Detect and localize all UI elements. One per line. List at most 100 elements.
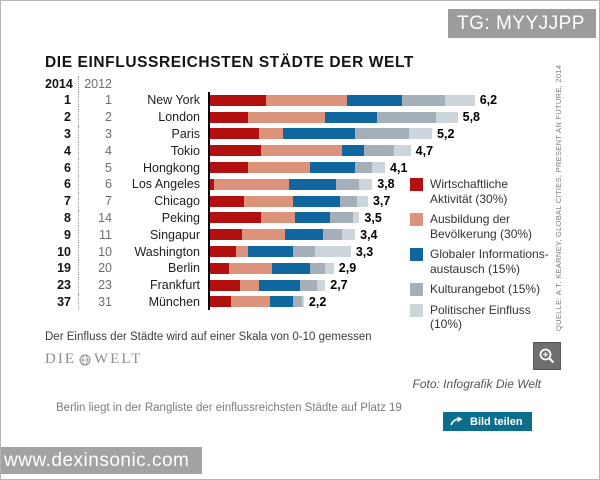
- legend-item: Globaler Informations-austausch (15%): [410, 247, 550, 276]
- bar-segment: [259, 279, 300, 291]
- zoom-image-button[interactable]: [533, 342, 561, 370]
- share-image-button[interactable]: Bild teilen: [443, 412, 532, 431]
- rank-2014: 8: [64, 210, 71, 225]
- city-label: München: [148, 294, 200, 309]
- city-label: Frankfurt: [149, 278, 200, 293]
- rank-2012: 14: [78, 209, 112, 227]
- rank-2012: 11: [78, 226, 112, 244]
- table-row: 10 10 Washington 3,3: [45, 243, 497, 260]
- value-label: 5,8: [462, 110, 481, 125]
- bar-segment: [248, 162, 311, 174]
- bar-segment: [444, 94, 475, 106]
- value-label: 3,4: [360, 227, 378, 242]
- stacked-bar: [210, 212, 360, 224]
- rank-2014: 9: [64, 227, 71, 242]
- magnifier-icon: [539, 348, 555, 364]
- bar-segment: [293, 296, 302, 308]
- bar-track: [208, 209, 360, 227]
- bar-segment: [293, 195, 341, 207]
- stacked-bar: [210, 178, 373, 190]
- bar-segment: [210, 229, 243, 241]
- value-label: 6,2: [479, 93, 498, 108]
- table-row: 23 23 Frankfurt 2,7: [45, 276, 497, 294]
- tg-overlay-label: TG: MYYJJPP: [448, 9, 596, 38]
- rank-2012: 31: [78, 293, 112, 311]
- rank-2012: 10: [78, 243, 112, 260]
- city-label: Chicago: [154, 194, 200, 209]
- bar-segment: [363, 145, 394, 157]
- bar-segment: [346, 94, 403, 106]
- table-row: 6 5 Hongkong 4,1: [45, 159, 497, 176]
- city-label: Paris: [171, 126, 200, 141]
- bar-segment: [210, 279, 240, 291]
- bar-segment: [248, 111, 326, 123]
- bar-segment: [210, 296, 232, 308]
- stacked-bar: [210, 145, 411, 157]
- rank-2012: 20: [78, 259, 112, 277]
- table-row: 37 31 München 2,2: [45, 293, 497, 311]
- bar-segment: [210, 178, 215, 190]
- bar-segment: [335, 178, 360, 190]
- bar-segment: [284, 229, 324, 241]
- bar-segment: [355, 162, 373, 174]
- rank-2014: 4: [64, 143, 71, 158]
- rank-2014: 23: [57, 278, 71, 293]
- bar-segment: [248, 246, 294, 258]
- scale-footnote: Der Einfluss der Städte wird auf einer S…: [45, 331, 372, 343]
- chart-rows: 1 1 New York 6,2 2 2 London 5,8 3 3 Paris 5,2 4 4 Toki…: [45, 92, 498, 311]
- logo-text-die: DIE: [45, 351, 76, 367]
- rank-2014: 19: [57, 261, 71, 276]
- value-label: 3,7: [372, 194, 391, 209]
- value-label: 3,5: [364, 210, 382, 225]
- bar-track: [208, 108, 458, 126]
- rank-2014: 1: [64, 93, 71, 108]
- rank-header-2014: 2014: [45, 77, 73, 91]
- bar-segment: [301, 296, 304, 308]
- rank-column-header: 2014 2012: [45, 76, 112, 92]
- bar-segment: [282, 128, 356, 140]
- stacked-bar: [210, 128, 433, 140]
- legend-label: Ausbildung der Bevölkerung (30%): [430, 212, 533, 241]
- value-label: 5,2: [437, 126, 455, 141]
- rank-2014: 6: [64, 160, 71, 175]
- city-label: Peking: [161, 210, 200, 225]
- bar-segment: [310, 262, 326, 274]
- bar-track: [208, 293, 304, 311]
- legend-swatch: [410, 283, 423, 296]
- stacked-bar: [210, 246, 351, 258]
- bar-track: [208, 226, 356, 244]
- bar-segment: [342, 145, 364, 157]
- table-row: 6 6 Los Angeles 3,8: [45, 175, 497, 193]
- bar-segment: [372, 162, 386, 174]
- city-label: Tokio: [170, 143, 200, 158]
- bar-segment: [239, 279, 260, 291]
- legend-label: Politischer Einfluss (10%): [430, 302, 531, 332]
- bar-segment: [235, 246, 249, 258]
- bar-segment: [261, 145, 343, 157]
- image-caption: Berlin liegt in der Rangliste der einflu…: [56, 402, 402, 414]
- bar-segment: [342, 229, 356, 241]
- bar-segment: [355, 128, 409, 140]
- table-row: 8 14 Peking 3,5: [45, 209, 497, 227]
- bar-segment: [229, 262, 272, 274]
- city-label: London: [158, 110, 200, 125]
- die-welt-logo: DIE WELT: [45, 351, 142, 368]
- stacked-bar: [210, 279, 326, 291]
- legend-item: Ausbildung der Bevölkerung (30%): [410, 212, 550, 241]
- bar-segment: [299, 279, 317, 291]
- chart-legend: Wirtschaftliche Aktivität (30%) Ausbildun…: [410, 177, 550, 338]
- legend-item: Politischer Einfluss (10%): [410, 303, 550, 332]
- legend-item: Kulturangebot (15%): [410, 282, 550, 297]
- legend-label: Wirtschaftliche Aktivität (30%): [430, 177, 509, 206]
- stacked-bar: [210, 94, 475, 106]
- rank-2012: 4: [78, 142, 112, 160]
- bar-segment: [359, 178, 373, 190]
- stacked-bar: [210, 296, 304, 308]
- rank-2012: 23: [78, 276, 112, 294]
- bar-segment: [210, 111, 249, 123]
- bar-segment: [325, 262, 334, 274]
- bar-segment: [408, 128, 433, 140]
- bar-segment: [210, 94, 266, 106]
- globe-icon: [79, 354, 91, 365]
